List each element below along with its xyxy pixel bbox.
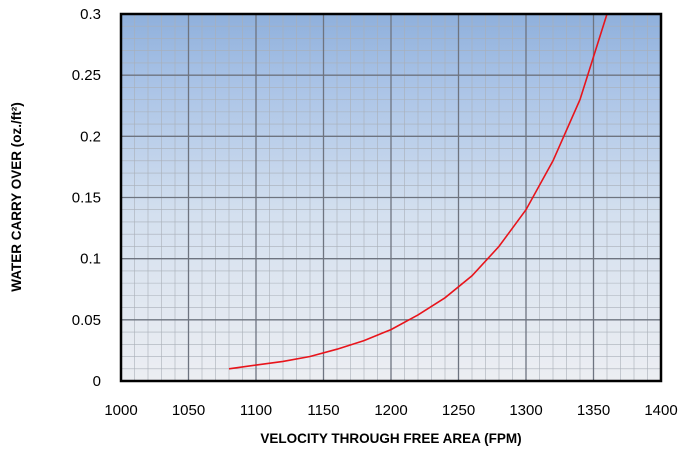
x-tick-label: 1100 <box>240 402 272 419</box>
x-axis-title: VELOCITY THROUGH FREE AREA (FPM) <box>260 431 521 446</box>
x-tick-label: 1150 <box>307 402 339 419</box>
y-tick-label: 0 <box>93 373 101 390</box>
y-tick-label: 0.1 <box>80 251 101 268</box>
y-tick-label: 0.2 <box>80 128 101 145</box>
y-axis-ticks: 0 0.05 0.1 0.15 0.2 0.25 0.3 <box>72 6 101 390</box>
x-tick-label: 1350 <box>577 402 610 419</box>
series-line <box>228 13 608 370</box>
x-axis-ticks: 1000 1050 1100 1150 1200 1250 1300 1350 1400 <box>104 402 677 419</box>
x-tick-label: 1050 <box>172 402 205 419</box>
major-grid <box>121 14 661 381</box>
y-tick-label: 0.15 <box>72 190 101 207</box>
x-tick-label: 1300 <box>509 402 542 419</box>
y-tick-label: 0.3 <box>80 6 101 23</box>
x-tick-label: 1400 <box>644 402 677 419</box>
x-tick-label: 1200 <box>374 402 407 419</box>
x-tick-label: 1000 <box>104 402 137 419</box>
y-tick-label: 0.05 <box>72 312 101 329</box>
x-tick-label: 1250 <box>442 402 475 419</box>
plot-border <box>119 12 663 383</box>
y-axis-title: WATER CARRY OVER (oz./ft²) <box>9 102 24 292</box>
y-tick-label: 0.25 <box>72 67 101 84</box>
